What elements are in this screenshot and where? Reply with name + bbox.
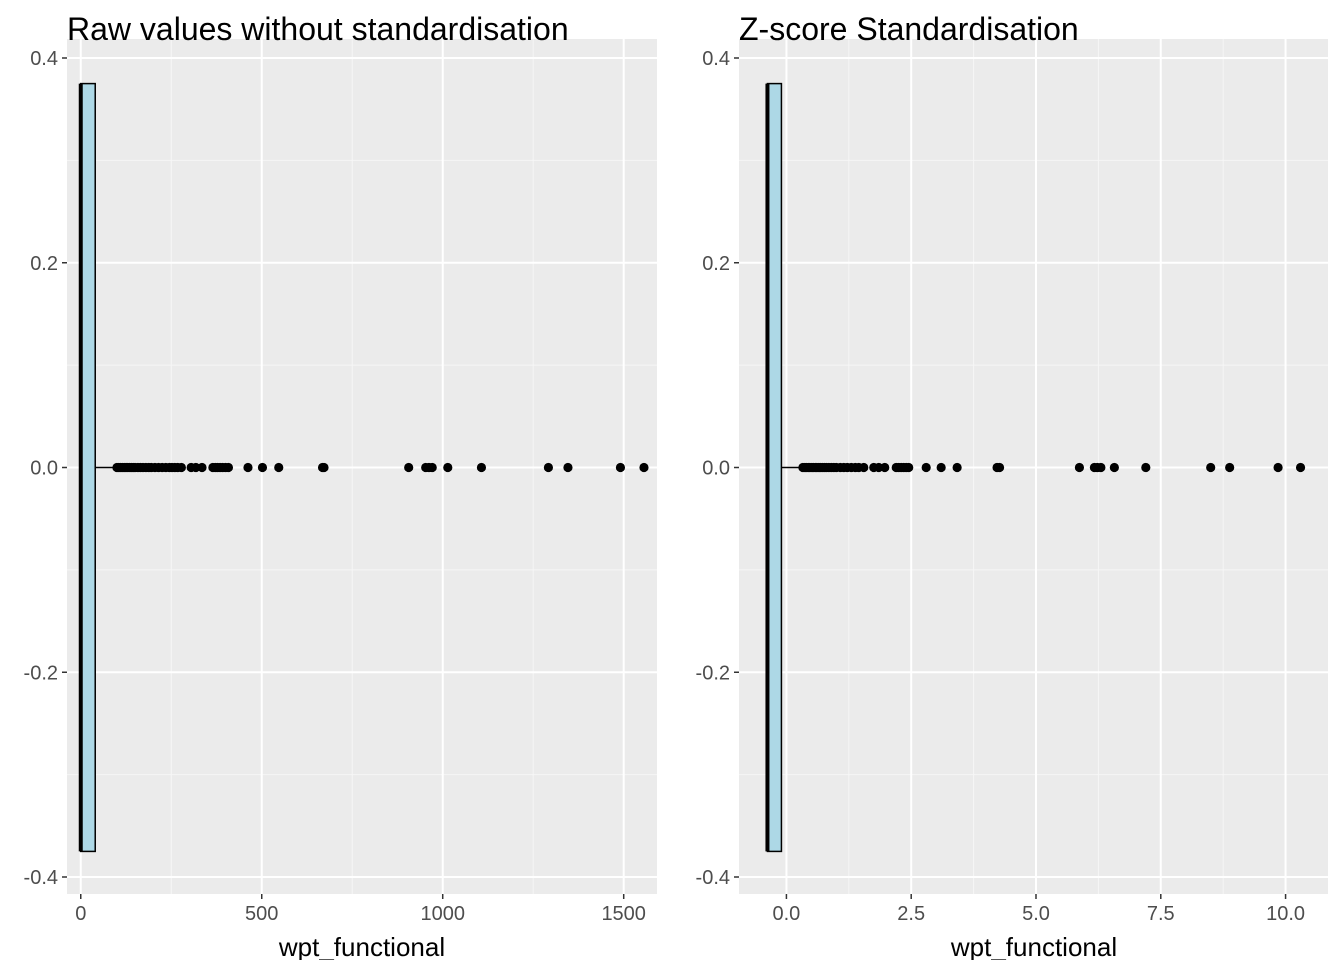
outlier-point	[443, 462, 453, 473]
chart-title: Raw values without standardisation	[67, 11, 569, 47]
outlier-point	[859, 462, 869, 473]
box-body	[766, 82, 783, 853]
x-tick-label: 1500	[601, 903, 646, 925]
outlier-point	[921, 462, 931, 473]
outlier-point	[543, 462, 554, 473]
outlier-point	[880, 462, 890, 473]
outlier-point	[427, 462, 437, 473]
outlier-point	[476, 462, 487, 473]
outlier-point	[563, 462, 573, 473]
box-body	[80, 82, 96, 853]
outlier-point	[197, 462, 207, 473]
outlier-point	[319, 462, 329, 473]
x-axis-title: wpt_functional	[278, 932, 445, 960]
outlier-point	[994, 462, 1005, 473]
outlier-point	[639, 462, 649, 473]
y-tick-label: 0.2	[30, 253, 58, 275]
chart-title: Z-score Standardisation	[739, 11, 1079, 47]
y-tick-label: 0.4	[702, 48, 730, 70]
outlier-point	[274, 462, 284, 473]
outlier-point	[223, 462, 234, 473]
y-tick-label: 0.0	[702, 458, 730, 480]
outlier-point	[1109, 462, 1119, 473]
y-tick-label: -0.2	[24, 662, 58, 684]
y-tick-label: -0.4	[696, 867, 730, 889]
outlier-point	[952, 462, 962, 473]
outlier-point	[243, 462, 253, 473]
outlier-point	[904, 462, 914, 473]
x-tick-label: 0.0	[773, 903, 801, 925]
x-tick-label: 7.5	[1147, 903, 1175, 925]
y-tick-label: 0.0	[30, 458, 58, 480]
outlier-point	[1225, 462, 1235, 473]
outlier-point	[1074, 462, 1085, 473]
left-chart-panel: 0 500 1000 1500 -0.4 -0.2 0.0 0.2 0.4 Raw values …	[24, 11, 657, 960]
x-tick-label: 5.0	[1022, 903, 1050, 925]
outlier-point	[1096, 462, 1106, 473]
outlier-point	[1273, 462, 1283, 473]
outlier-point	[1206, 462, 1216, 473]
outlier-point	[615, 462, 626, 473]
outlier-point	[257, 462, 268, 473]
outlier-point	[176, 462, 186, 473]
x-axis-title: wpt_functional	[950, 932, 1117, 960]
y-tick-label: 0.2	[702, 253, 730, 275]
outlier-point	[1141, 462, 1151, 473]
x-tick-label: 2.5	[897, 903, 925, 925]
right-chart-panel: 0.0 2.5 5.0 7.5 10.0 -0.4 -0.2 0.0 0.2 0.4 Z-score…	[696, 11, 1328, 960]
x-tick-label: 10.0	[1266, 903, 1305, 925]
y-tick-label: -0.2	[696, 662, 730, 684]
x-tick-label: 1000	[420, 903, 465, 925]
x-tick-label: 0	[75, 903, 86, 925]
outlier-point	[1295, 462, 1306, 473]
y-tick-label: 0.4	[30, 48, 58, 70]
x-tick-label: 500	[245, 903, 278, 925]
outlier-point	[404, 462, 414, 473]
y-tick-label: -0.4	[24, 867, 58, 889]
outlier-point	[936, 462, 946, 473]
